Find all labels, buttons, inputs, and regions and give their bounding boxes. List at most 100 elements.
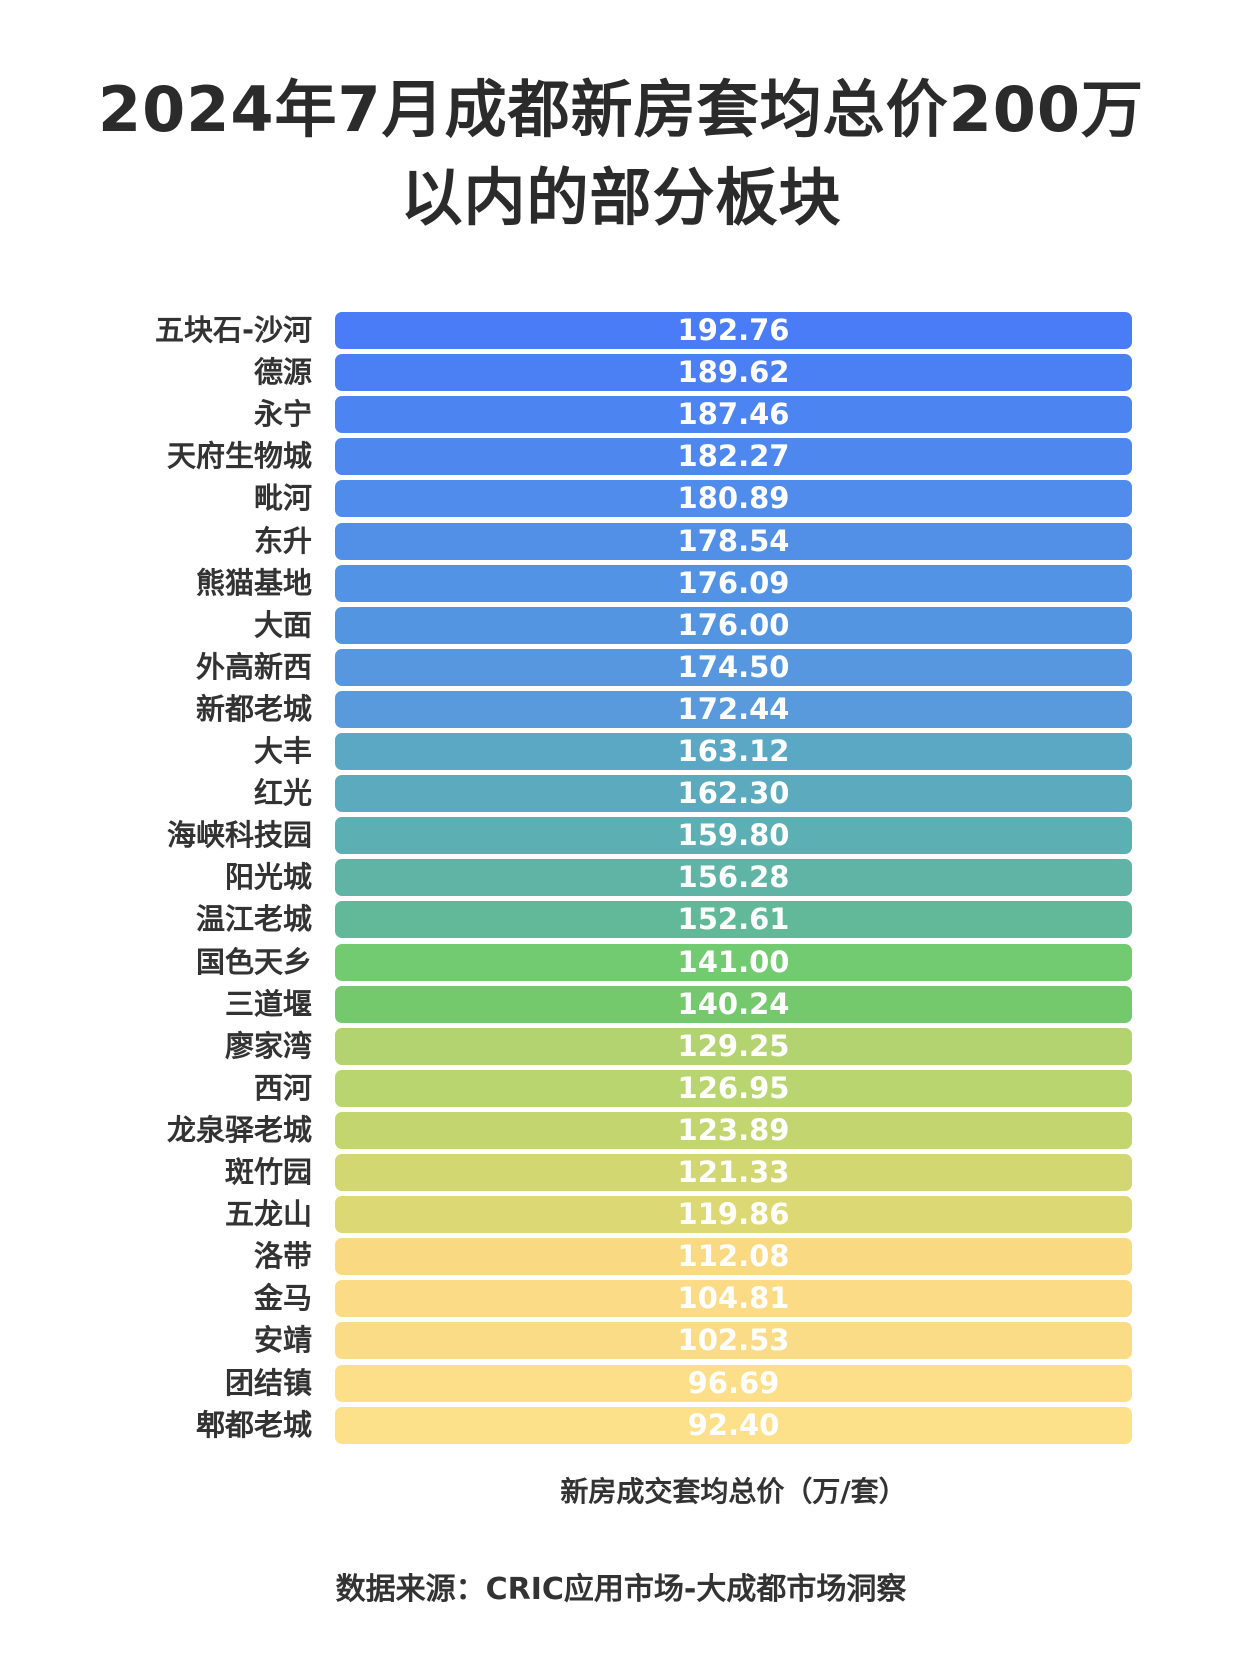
value-label: 182.27 (677, 439, 790, 474)
bar (335, 438, 1132, 476)
bar-row: 大丰 163.12 (0, 733, 1242, 770)
value-label: 163.12 (677, 734, 790, 768)
value-label: 104.81 (677, 1281, 790, 1316)
value-label: 176.00 (677, 607, 790, 642)
value-label: 156.28 (677, 860, 790, 895)
bar-row: 国色天乡 141.00 (0, 943, 1242, 981)
bar-row: 龙泉驿老城 123.89 (0, 1111, 1242, 1149)
bar-row: 德源 189.62 (0, 354, 1242, 392)
value-label: 180.89 (677, 481, 790, 516)
value-label: 121.33 (677, 1155, 790, 1189)
chart-title-line-2: 以内的部分板块 (400, 161, 842, 234)
bar-row: 新都老城 172.44 (0, 690, 1242, 728)
bar-row: 斑竹园 121.33 (0, 1154, 1242, 1191)
bar-row: 团结镇 96.69 (0, 1364, 1242, 1402)
bar-row: 三道堰 140.24 (0, 985, 1242, 1023)
value-label: 126.95 (677, 1070, 790, 1105)
bar-row: 阳光城 156.28 (0, 859, 1242, 897)
data-source: 数据来源：CRIC应用市场-大成都市场洞察 (335, 1572, 907, 1607)
bar (335, 1027, 1132, 1065)
value-label: 174.50 (677, 649, 790, 684)
category-label: 毗河 (253, 481, 312, 516)
bar (335, 648, 1132, 686)
bar (335, 817, 1132, 855)
category-label: 龙泉驿老城 (166, 1112, 312, 1147)
bar-row: 郫都老城 92.40 (0, 1406, 1242, 1444)
category-label: 外高新西 (195, 649, 312, 684)
bar-row: 大面 176.00 (0, 606, 1242, 644)
value-label: 141.00 (677, 944, 790, 979)
bar (335, 1069, 1132, 1107)
bar (335, 1154, 1132, 1191)
bar-row: 东升 178.54 (0, 522, 1242, 560)
bar (335, 396, 1132, 434)
category-label: 东升 (253, 523, 312, 558)
category-label: 新都老城 (195, 691, 312, 726)
bar (335, 733, 1132, 770)
bar-row: 毗河 180.89 (0, 480, 1242, 518)
bar-row: 五块石-沙河 192.76 (0, 312, 1242, 349)
bar-row: 海峡科技园 159.80 (0, 817, 1242, 855)
bar (335, 1238, 1132, 1276)
category-label: 温江老城 (195, 902, 312, 937)
value-label: 112.08 (677, 1239, 790, 1274)
value-label: 92.40 (687, 1407, 780, 1442)
category-label: 郫都老城 (195, 1407, 312, 1442)
category-label: 安靖 (253, 1323, 312, 1358)
category-label: 团结镇 (224, 1365, 312, 1400)
value-label: 176.09 (677, 565, 790, 600)
bar-row: 西河 126.95 (0, 1069, 1242, 1107)
category-label: 三道堰 (224, 986, 312, 1021)
category-label: 红光 (253, 776, 312, 811)
bar (335, 1364, 1132, 1402)
bar-row: 金马 104.81 (0, 1280, 1242, 1318)
bar (335, 859, 1132, 897)
value-label: 152.61 (677, 902, 790, 937)
category-label: 大面 (253, 607, 312, 642)
value-label: 159.80 (677, 818, 790, 853)
category-label: 永宁 (253, 397, 312, 432)
value-label: 172.44 (677, 691, 790, 726)
category-label: 洛带 (253, 1239, 312, 1274)
bar (335, 775, 1132, 813)
category-label: 金马 (253, 1281, 312, 1316)
bar (335, 480, 1132, 518)
category-label: 熊猫基地 (195, 565, 312, 600)
category-label: 西河 (253, 1070, 312, 1105)
value-label: 123.89 (677, 1112, 790, 1147)
category-label: 国色天乡 (195, 944, 312, 979)
category-label: 德源 (253, 355, 312, 390)
chart-title: 2024年7月成都新房套均总价200万 以内的部分板块 (0, 66, 1242, 242)
bar (335, 1280, 1132, 1318)
bar (335, 943, 1132, 981)
category-label: 斑竹园 (224, 1155, 312, 1189)
x-axis-label: 新房成交套均总价（万/套） (560, 1475, 907, 1508)
value-label: 178.54 (677, 523, 790, 558)
value-label: 192.76 (677, 313, 790, 347)
category-label: 五块石-沙河 (154, 313, 312, 347)
bar (335, 354, 1132, 392)
bar-row: 五龙山 119.86 (0, 1196, 1242, 1234)
bar-row: 温江老城 152.61 (0, 901, 1242, 939)
category-label: 天府生物城 (166, 439, 312, 474)
bar (335, 1111, 1132, 1149)
bar-row: 熊猫基地 176.09 (0, 564, 1242, 602)
bar (335, 312, 1132, 349)
bar-row: 廖家湾 129.25 (0, 1027, 1242, 1065)
bar (335, 522, 1132, 560)
bar (335, 606, 1132, 644)
category-label: 廖家湾 (224, 1028, 312, 1063)
bar (335, 564, 1132, 602)
value-label: 162.30 (677, 776, 790, 811)
bar (335, 1196, 1132, 1234)
bar-row: 永宁 187.46 (0, 396, 1242, 434)
bar (335, 901, 1132, 939)
bar (335, 1322, 1132, 1360)
chart-title-line-1: 2024年7月成都新房套均总价200万 (97, 73, 1145, 146)
value-label: 189.62 (677, 355, 790, 390)
bar-row: 洛带 112.08 (0, 1238, 1242, 1276)
bar (335, 690, 1132, 728)
category-label: 海峡科技园 (166, 818, 312, 853)
value-label: 129.25 (677, 1028, 790, 1063)
bar (335, 985, 1132, 1023)
